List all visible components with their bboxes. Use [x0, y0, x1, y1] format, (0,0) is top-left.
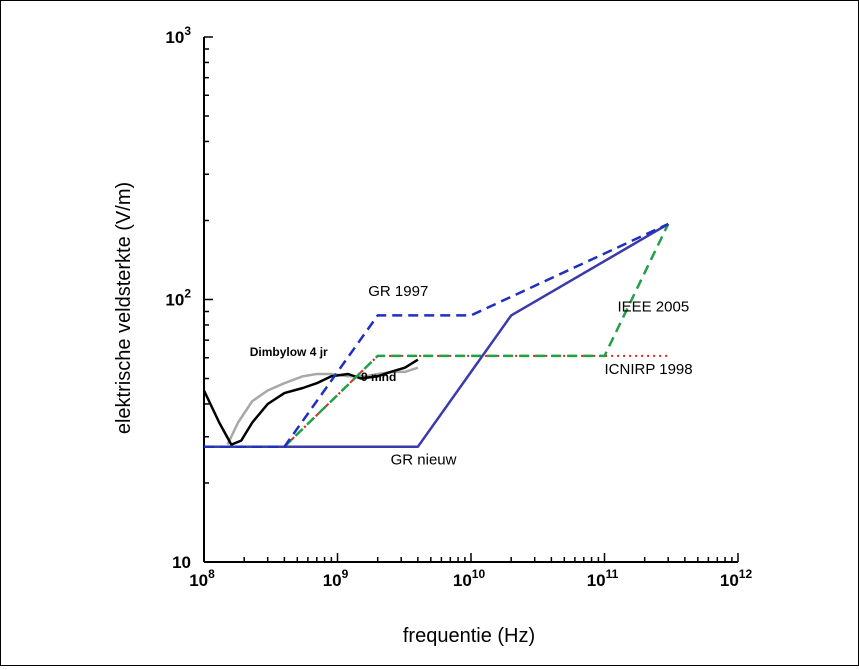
annotation-icnirp-1998: ICNIRP 1998 — [605, 361, 693, 378]
y-axis-label: elektrische veldsterkte (V/m) — [113, 182, 135, 434]
y-tick-label: 103 — [165, 24, 191, 47]
x-axis-label: frequentie (Hz) — [403, 625, 535, 647]
y-tick-label: 10 — [172, 553, 191, 572]
series-lines — [202, 222, 670, 448]
x-tick-label: 1010 — [453, 567, 486, 590]
series-line-icnirp-overlay — [204, 355, 379, 448]
series-line-ieee-2005 — [204, 223, 670, 448]
y-tick-label: 102 — [165, 287, 191, 310]
x-tick-label: 109 — [323, 567, 349, 590]
tick-labels: 108 109 1010 1011 1012 10 102 103 — [165, 24, 752, 590]
annotation-dimbylow-4-jr: Dimbylow 4 jr — [250, 345, 328, 359]
x-tick-label: 108 — [189, 567, 215, 590]
annotation-gr-1997: GR 1997 — [368, 283, 428, 300]
axes — [203, 36, 739, 563]
series-line-gr-nieuw — [204, 222, 669, 448]
annotation-9-mnd: 9 mnd — [361, 370, 396, 384]
annotation-gr-nieuw: GR nieuw — [391, 452, 457, 469]
x-tick-label: 1011 — [587, 567, 619, 590]
annotation-ieee-2005: IEEE 2005 — [617, 299, 689, 316]
annotations: GR 1997 IEEE 2005 Dimbylow 4 jr 9 mnd ICNIRP… — [250, 283, 693, 468]
series-line-gr-1997 — [204, 222, 669, 448]
series-line-9-mnd — [202, 358, 419, 446]
x-tick-label: 1012 — [720, 567, 753, 590]
